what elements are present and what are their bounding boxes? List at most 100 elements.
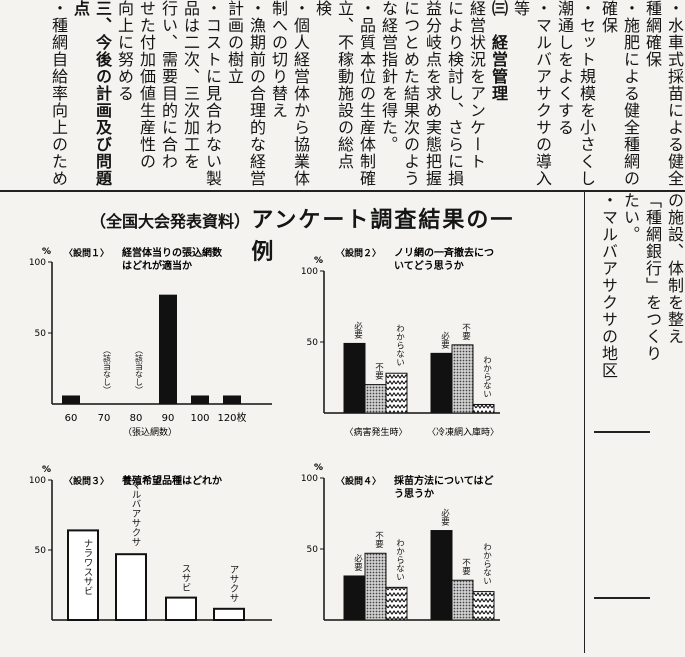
bar-label: 不要	[374, 531, 384, 549]
question-text: 採苗方法についてはど	[394, 474, 494, 487]
top-text-line: ・漁期前の合理的な経営	[247, 0, 266, 187]
bar	[159, 294, 177, 404]
question-text: 養殖希望品種はどれか	[121, 474, 222, 487]
bar	[385, 586, 408, 621]
y-axis-unit: %	[314, 463, 323, 473]
side-text-line: 「種網銀行」をつくり	[643, 192, 662, 362]
top-text-line: により検討し、さらに損	[445, 0, 464, 187]
top-text-line: 種網確保	[643, 0, 662, 68]
side-column-rule-bottom	[594, 597, 650, 599]
bar	[223, 395, 241, 404]
bar	[191, 395, 209, 404]
bar-label: わからない	[482, 355, 492, 398]
top-text-line: 検	[313, 0, 332, 17]
top-text-line: な経営指針を得た。	[379, 0, 398, 153]
section-divider	[0, 190, 685, 192]
top-text-line: ・コストに見合わない製	[203, 0, 222, 187]
side-text-line	[588, 192, 597, 653]
bar-label: スサビ	[180, 564, 192, 593]
y-tick-label: 50	[35, 329, 47, 339]
top-text-line: ・水車式採苗による健全	[665, 0, 684, 187]
bar-label: アサクサ	[228, 565, 240, 603]
top-text-line: 立、不稼動施設の総点	[335, 0, 354, 170]
question-number: 〈設問３〉	[64, 475, 109, 487]
y-axis-unit: %	[42, 247, 51, 257]
x-tick-label: 80	[130, 413, 143, 424]
bar-label: 不要	[461, 558, 471, 576]
y-axis-unit: %	[314, 256, 323, 266]
side-text-line: の施設、体制を整え	[665, 192, 684, 345]
bar-label: 不要	[374, 363, 384, 381]
y-tick-label: 50	[35, 546, 47, 556]
top-text-line: ・セット規模を小さくし	[577, 0, 596, 187]
heading-source: （全国大会発表資料）	[90, 212, 251, 231]
chart-section-heading: （全国大会発表資料） アンケート調査結果の一例	[90, 202, 530, 266]
chart-q2: % 100 50 必要 不要 わからない 必要 不要 わからない 〈設問２〉 ノリ網の一斉撤去につい…	[300, 236, 580, 448]
x-axis-label: （張込網数）	[123, 426, 177, 436]
question-text: いてどう思うか	[394, 259, 464, 272]
y-tick-label: 100	[29, 258, 46, 268]
bar	[165, 596, 197, 622]
bar	[115, 553, 147, 621]
question-number: 〈設問２〉	[336, 247, 381, 259]
bar	[430, 530, 453, 621]
bar-label: 必要	[353, 553, 363, 572]
bar	[451, 344, 474, 414]
bar	[364, 552, 387, 621]
top-text-line: ・個人経営体から協業体	[291, 0, 310, 187]
bar	[343, 575, 366, 621]
top-text-line: 確保	[599, 0, 618, 34]
top-text-line: ㈢ 経営管理	[489, 0, 508, 102]
y-tick-label: 100	[301, 267, 318, 277]
top-text-line: せた付加価値生産性の	[137, 0, 156, 170]
bar	[451, 579, 474, 621]
y-tick-label: 100	[301, 474, 318, 484]
question-number: 〈設問１〉	[64, 247, 109, 259]
y-tick-label: 50	[307, 545, 319, 555]
chart-q4: % 100 50 必要 不要 わからない 必要 不要 わからない 〈設問４〉 採苗方法についてはどう…	[300, 460, 580, 653]
bar	[213, 607, 245, 622]
bar-label: 必要	[440, 508, 450, 527]
top-text-line: ・施肥による健全種網の	[621, 0, 640, 187]
bar	[62, 395, 80, 404]
bar-label: わからない	[482, 543, 492, 586]
bar-label: マルバアサクサ	[130, 480, 142, 547]
bar	[472, 403, 495, 414]
bar	[67, 529, 99, 621]
side-text-line: ・マルバアサクサの地区	[599, 192, 618, 379]
column-divider	[584, 192, 585, 653]
bar	[385, 372, 408, 414]
question-number: 〈設問４〉	[336, 475, 381, 487]
group-label: 〈冷凍網入庫時〉	[427, 426, 499, 438]
bar	[364, 384, 387, 414]
top-text-line: につとめた結果次のよう	[401, 0, 420, 187]
top-text-line: 向上に努める	[115, 0, 134, 102]
x-tick-label: 70	[98, 413, 111, 424]
top-text-line: 制への切り替え	[269, 0, 288, 119]
annotation-none: （該当なし）	[135, 346, 144, 394]
top-text-line: ・種網自給率向上のため	[49, 0, 68, 187]
top-article-text: ・水車式採苗による健全 種網確保 ・施肥による健全種網の 確保 ・セット規模を小さくし潮…	[0, 0, 685, 190]
bar-label: 必要	[353, 321, 363, 340]
top-text-line: 計画の樹立	[225, 0, 244, 85]
top-text-line: 潮通しをよくする	[555, 0, 574, 136]
top-text-line: 益分岐点を求め実態把握	[423, 0, 442, 187]
y-tick-label: 50	[307, 338, 319, 348]
top-text-line: 三、今後の計画及び問題点	[71, 0, 112, 187]
bar-label: ナラワスサビ	[82, 538, 94, 595]
side-text-line: たい。	[621, 192, 640, 243]
y-tick-label: 100	[29, 476, 46, 486]
top-text-line: ・品質本位の生産体制確	[357, 0, 376, 187]
top-text-line: 経営状況をアンケート	[467, 0, 486, 170]
top-text-line: ・マルバアサクサの導入	[533, 0, 552, 187]
question-text: う思うか	[394, 488, 434, 500]
bar	[343, 342, 366, 414]
bar-label: 不要	[461, 323, 471, 341]
question-text: はどれが適当か	[122, 259, 192, 272]
bar	[472, 591, 495, 621]
